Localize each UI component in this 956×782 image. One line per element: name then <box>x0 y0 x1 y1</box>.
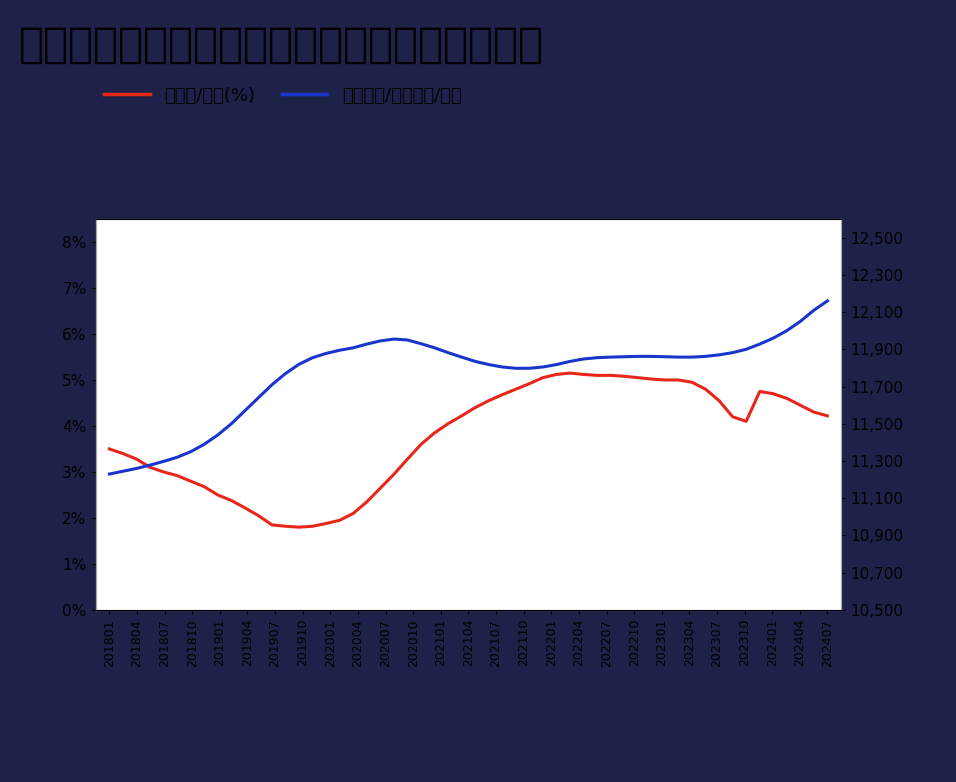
Text: 大阪ビジネス地区のオフィス空室率・平均賃料: 大阪ビジネス地区のオフィス空室率・平均賃料 <box>19 23 544 66</box>
Legend: 空室率/平均(%), 平均賃料/平均（円/坪）: 空室率/平均(%), 平均賃料/平均（円/坪） <box>98 80 468 112</box>
